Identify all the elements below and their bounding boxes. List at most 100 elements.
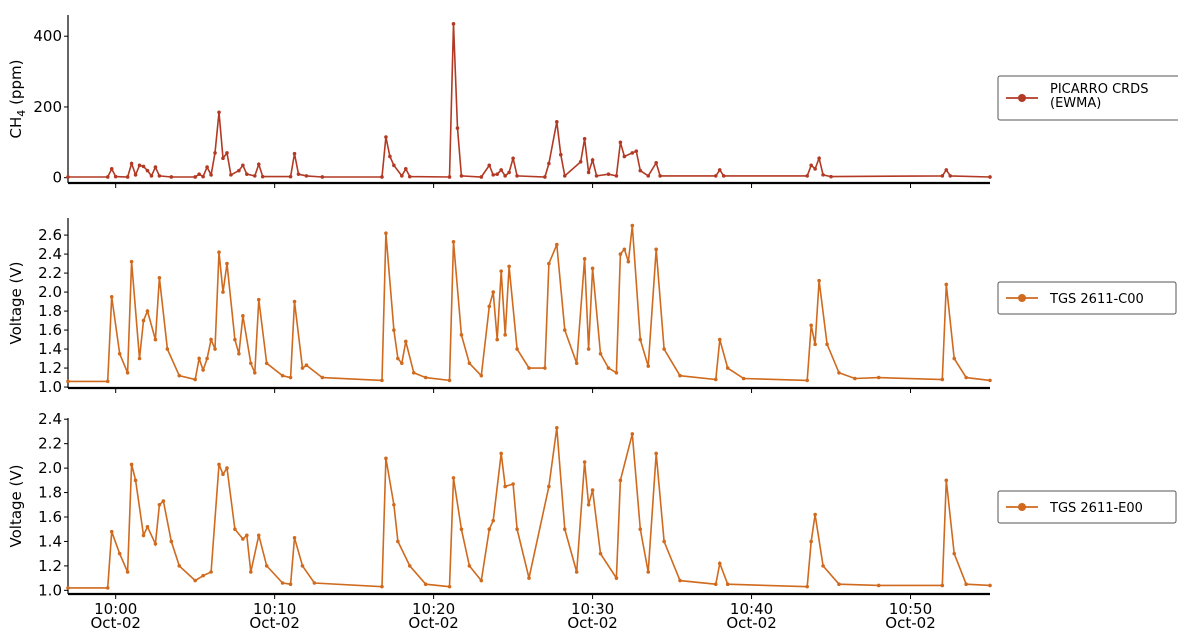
data-point (805, 584, 809, 589)
panel-bottom: 1.01.21.41.61.82.02.22.410:00Oct-0210:10… (7, 410, 992, 629)
data-point (117, 551, 122, 556)
data-point (129, 462, 134, 467)
data-point (713, 582, 718, 587)
data-point (940, 174, 945, 178)
data-point (515, 174, 519, 178)
data-point (256, 162, 261, 167)
data-point (503, 174, 507, 178)
data-point (447, 584, 452, 589)
data-point (209, 570, 213, 574)
data-point (205, 356, 209, 361)
y-tick-label: 2.2 (38, 264, 62, 282)
x-tick-label: 10:20 (412, 600, 455, 618)
data-point (817, 156, 821, 161)
data-point (646, 570, 651, 574)
y-tick-label: 1.2 (38, 359, 62, 377)
data-point (280, 581, 285, 585)
data-point (304, 363, 309, 368)
data-point (225, 151, 229, 155)
data-point (547, 261, 551, 266)
data-point (193, 578, 197, 583)
data-point (451, 22, 456, 26)
data-point (678, 373, 682, 378)
data-point (380, 378, 384, 383)
data-point (213, 151, 217, 155)
data-point (725, 366, 730, 370)
data-point (964, 375, 968, 380)
data-point (455, 126, 460, 130)
legend-label: (EWMA) (1050, 96, 1101, 111)
data-point (662, 539, 666, 544)
data-point (721, 174, 726, 178)
data-point (388, 154, 392, 159)
data-point (479, 175, 484, 179)
data-point (280, 373, 285, 378)
data-point (555, 425, 559, 430)
data-point (876, 583, 881, 588)
data-point (157, 174, 162, 178)
data-point (141, 533, 146, 538)
data-point (988, 378, 992, 383)
data-point (654, 161, 658, 165)
data-point (396, 539, 400, 544)
data-point (161, 499, 166, 503)
data-point (117, 352, 122, 356)
data-point (400, 361, 404, 366)
data-point (145, 168, 150, 173)
data-point (503, 333, 507, 337)
y-tick-label: 2.0 (38, 283, 62, 301)
data-point (964, 582, 968, 587)
data-point (157, 502, 162, 507)
data-point (622, 154, 627, 159)
data-point (288, 174, 293, 179)
data-point (467, 564, 472, 568)
data-point (109, 167, 114, 171)
data-point (805, 174, 809, 178)
data-point (125, 570, 130, 574)
y-tick-label: 2.4 (38, 245, 62, 263)
data-point (487, 163, 492, 168)
y-axis-title: Voltage (V) (7, 262, 25, 345)
data-point (145, 309, 150, 313)
y-tick-label: 1.0 (38, 581, 62, 599)
data-point (944, 282, 949, 287)
y-tick-label: 1.0 (38, 378, 62, 396)
data-point (392, 328, 396, 332)
data-point (292, 299, 297, 304)
data-point (586, 170, 591, 175)
data-point (451, 239, 456, 244)
data-point (491, 518, 496, 523)
data-point (201, 573, 205, 578)
data-point (515, 527, 519, 532)
data-point (264, 564, 269, 568)
data-point (507, 170, 511, 175)
data-point (423, 375, 428, 380)
y-tick-label: 1.8 (38, 484, 62, 502)
data-point (233, 337, 237, 342)
data-point (626, 259, 631, 264)
data-point (940, 583, 945, 588)
data-point (988, 175, 992, 179)
data-point (646, 174, 651, 178)
x-tick-label: 10:40 (730, 600, 773, 618)
legend-marker (1018, 94, 1026, 102)
data-point (141, 164, 146, 169)
data-point (459, 333, 464, 337)
data-point (507, 264, 511, 269)
data-point (225, 261, 229, 266)
data-point (614, 371, 619, 375)
legend-area: PICARRO CRDS(EWMA) TGS 2611-C00 TGS 2611-E… (997, 75, 1178, 524)
data-point (193, 377, 197, 382)
y-tick-label: 1.2 (38, 557, 62, 575)
data-point (606, 172, 611, 176)
data-point (578, 159, 583, 164)
data-point (217, 110, 221, 115)
data-point (260, 174, 265, 179)
x-tick-label: 10:10 (253, 600, 296, 618)
y-axis-title: CH4 (ppm) (7, 60, 28, 139)
data-point (805, 378, 809, 383)
data-point (654, 451, 658, 456)
data-point (459, 527, 464, 532)
data-point (598, 352, 603, 356)
data-point (503, 484, 507, 489)
